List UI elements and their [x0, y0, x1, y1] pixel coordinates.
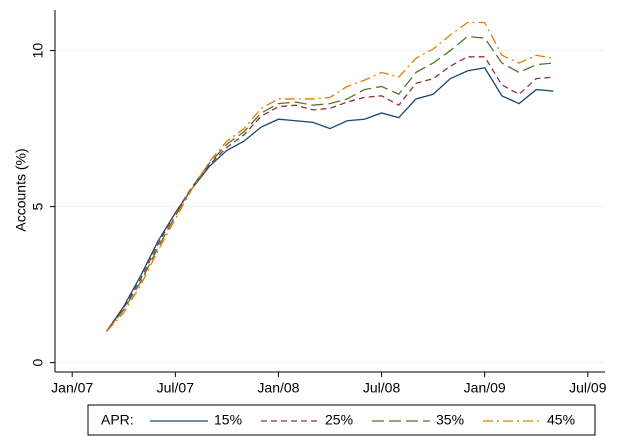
- y-tick-label: 5: [30, 203, 46, 211]
- series-line: [106, 67, 554, 332]
- y-tick-label: 0: [30, 359, 46, 367]
- x-tick-label: Jan/07: [51, 380, 93, 396]
- legend-box: [87, 404, 596, 436]
- legend-label: 45%: [547, 412, 575, 428]
- x-tick-label: Jul/08: [363, 380, 401, 396]
- x-tick-label: Jan/09: [464, 380, 506, 396]
- x-tick-label: Jul/07: [157, 380, 195, 396]
- x-tick-label: Jul/09: [569, 380, 607, 396]
- series-line: [106, 56, 554, 332]
- x-tick-label: Jan/08: [257, 380, 299, 396]
- legend-title: APR:: [101, 412, 134, 428]
- y-tick-label: 10: [30, 43, 46, 59]
- y-axis-label: Accounts (%): [13, 148, 29, 231]
- series-line: [106, 35, 554, 332]
- legend-label: 15%: [214, 412, 242, 428]
- legend-label: 35%: [436, 412, 464, 428]
- legend-label: 25%: [325, 412, 353, 428]
- series-line: [106, 21, 554, 332]
